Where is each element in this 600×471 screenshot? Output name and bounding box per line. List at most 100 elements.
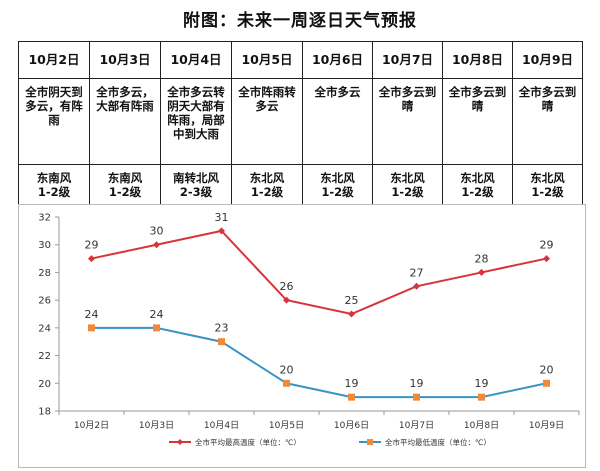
weather-cell: 全市多云 bbox=[302, 78, 373, 165]
wind-cell: 东北风 1-2级 bbox=[231, 164, 303, 206]
low-temp-point bbox=[543, 379, 550, 387]
wind-cell: 东南风 1-2级 bbox=[89, 164, 161, 206]
wind-cell: 东北风 1-2级 bbox=[302, 164, 373, 206]
low-temp-point bbox=[283, 379, 290, 387]
wind-cell: 南转北风 2-3级 bbox=[160, 164, 232, 206]
date-cell: 10月4日 bbox=[160, 41, 232, 79]
wind-level: 1-2级 bbox=[37, 185, 71, 199]
date-cell: 10月8日 bbox=[442, 41, 513, 79]
high-temp-point bbox=[88, 255, 95, 263]
x-tick-label: 10月6日 bbox=[334, 420, 369, 431]
x-tick-label: 10月4日 bbox=[204, 420, 239, 431]
wind-level: 1-2级 bbox=[321, 185, 354, 199]
high-temp-line bbox=[91, 229, 547, 316]
low-temp-label: 20 bbox=[540, 363, 554, 376]
wind-direction: 东南风 bbox=[107, 171, 143, 185]
legend-marker bbox=[177, 439, 183, 445]
temperature-chart-svg: 18 20 22 24 26 28 30 32 10月2日 10月3日 10月4日 10月5日 10月6… bbox=[38, 211, 580, 447]
x-tick-label: 10月9日 bbox=[529, 420, 564, 431]
low-temp-label: 24 bbox=[150, 308, 164, 321]
date-cell: 10月3日 bbox=[89, 41, 161, 79]
wind-cell: 东南风 1-2级 bbox=[18, 164, 90, 206]
wind-level: 1-2级 bbox=[108, 185, 142, 199]
date-cell: 10月5日 bbox=[231, 41, 303, 79]
date-cell: 10月7日 bbox=[372, 41, 443, 79]
y-tick-label: 26 bbox=[38, 296, 51, 307]
high-temp-label: 29 bbox=[540, 239, 554, 252]
low-temp-point bbox=[88, 324, 95, 332]
page-title: 附图：未来一周逐日天气预报 bbox=[183, 11, 417, 31]
wind-level: 1-2级 bbox=[531, 185, 564, 199]
wind-direction: 东北风 bbox=[390, 171, 425, 185]
high-temp-label: 30 bbox=[150, 225, 164, 238]
y-tick-label: 30 bbox=[38, 240, 51, 251]
low-temp-point bbox=[348, 393, 355, 401]
x-tick-label: 10月2日 bbox=[74, 420, 109, 431]
y-tick-label: 22 bbox=[38, 351, 51, 362]
wind-direction: 南转北风 bbox=[173, 171, 219, 185]
wind-direction: 东北风 bbox=[530, 171, 565, 185]
high-temp-point bbox=[283, 296, 290, 304]
low-temp-point bbox=[218, 338, 225, 346]
date-row: 10月2日 10月3日 10月4日 10月5日 10月6日 10月7日 10月8… bbox=[18, 41, 583, 79]
wind-cell: 东北风 1-2级 bbox=[512, 164, 583, 206]
low-temp-point bbox=[153, 324, 160, 332]
wind-level: 1-2级 bbox=[250, 185, 284, 199]
low-temp-point bbox=[478, 393, 485, 401]
x-tick-label: 10月5日 bbox=[269, 420, 304, 431]
high-temp-label: 26 bbox=[280, 280, 294, 293]
low-temp-point bbox=[413, 393, 420, 401]
high-temp-point bbox=[348, 310, 355, 318]
low-temp-label: 19 bbox=[410, 377, 424, 390]
wind-cell: 东北风 1-2级 bbox=[442, 164, 513, 206]
low-temp-line bbox=[91, 326, 547, 399]
y-tick-label: 20 bbox=[38, 379, 51, 390]
high-temp-label: 28 bbox=[475, 252, 489, 265]
wind-direction: 东北风 bbox=[320, 171, 355, 185]
weather-cell: 全市多云转阴天大部有阵雨，局部中到大雨 bbox=[160, 78, 232, 165]
high-temp-label: 27 bbox=[410, 266, 424, 279]
wind-direction: 东北风 bbox=[249, 171, 285, 185]
legend-low-label: 全市平均最低温度（单位：℃） bbox=[385, 437, 491, 447]
legend-high-label: 全市平均最高温度（单位：℃） bbox=[195, 437, 301, 447]
x-tick-label: 10月8日 bbox=[464, 420, 499, 431]
weather-row: 全市阴天到多云，有阵雨 全市多云，大部有阵雨 全市多云转阴天大部有阵雨，局部中到… bbox=[18, 78, 583, 165]
x-tick-label: 10月7日 bbox=[399, 420, 434, 431]
high-temp-point bbox=[478, 268, 485, 276]
wind-row: 东南风 1-2级 东南风 1-2级 南转北风 2-3级 东北风 1-2级 东北风 1-2级… bbox=[18, 164, 583, 206]
high-temp-label: 29 bbox=[85, 239, 99, 252]
wind-cell: 东北风 1-2级 bbox=[372, 164, 443, 206]
weather-cell: 全市阵雨转多云 bbox=[231, 78, 303, 165]
high-temp-label: 25 bbox=[345, 294, 359, 307]
high-temp-point bbox=[218, 227, 225, 235]
wind-direction: 东南风 bbox=[36, 171, 72, 185]
y-tick-label: 32 bbox=[38, 213, 51, 224]
y-tick-label: 28 bbox=[38, 268, 51, 279]
weather-cell: 全市多云到晴 bbox=[372, 78, 443, 165]
low-temp-label: 19 bbox=[475, 377, 489, 390]
temperature-chart: 18 20 22 24 26 28 30 32 10月2日 10月3日 10月4日 10月5日 10月6… bbox=[18, 204, 586, 468]
low-temp-label: 20 bbox=[280, 363, 294, 376]
date-cell: 10月9日 bbox=[512, 41, 583, 79]
wind-level: 1-2级 bbox=[461, 185, 494, 199]
high-temp-point bbox=[543, 255, 550, 263]
weather-cell: 全市多云，大部有阵雨 bbox=[89, 78, 161, 165]
low-temp-label: 23 bbox=[215, 322, 229, 335]
weather-cell: 全市多云到晴 bbox=[512, 78, 583, 165]
date-cell: 10月6日 bbox=[302, 41, 373, 79]
high-temp-label: 31 bbox=[215, 211, 229, 224]
forecast-table: 10月2日 10月3日 10月4日 10月5日 10月6日 10月7日 10月8… bbox=[18, 41, 583, 206]
wind-level: 2-3级 bbox=[179, 185, 213, 199]
date-cell: 10月2日 bbox=[18, 41, 90, 79]
weather-cell: 全市阴天到多云，有阵雨 bbox=[18, 78, 90, 165]
x-tick-label: 10月3日 bbox=[139, 420, 174, 431]
high-temp-point bbox=[153, 241, 160, 249]
weather-cell: 全市多云到晴 bbox=[442, 78, 513, 165]
legend-marker bbox=[367, 439, 373, 445]
wind-direction: 东北风 bbox=[460, 171, 495, 185]
y-tick-label: 24 bbox=[38, 323, 51, 334]
wind-level: 1-2级 bbox=[391, 185, 424, 199]
y-tick-label: 18 bbox=[38, 407, 51, 418]
low-temp-label: 19 bbox=[345, 377, 359, 390]
high-temp-point bbox=[413, 282, 420, 290]
